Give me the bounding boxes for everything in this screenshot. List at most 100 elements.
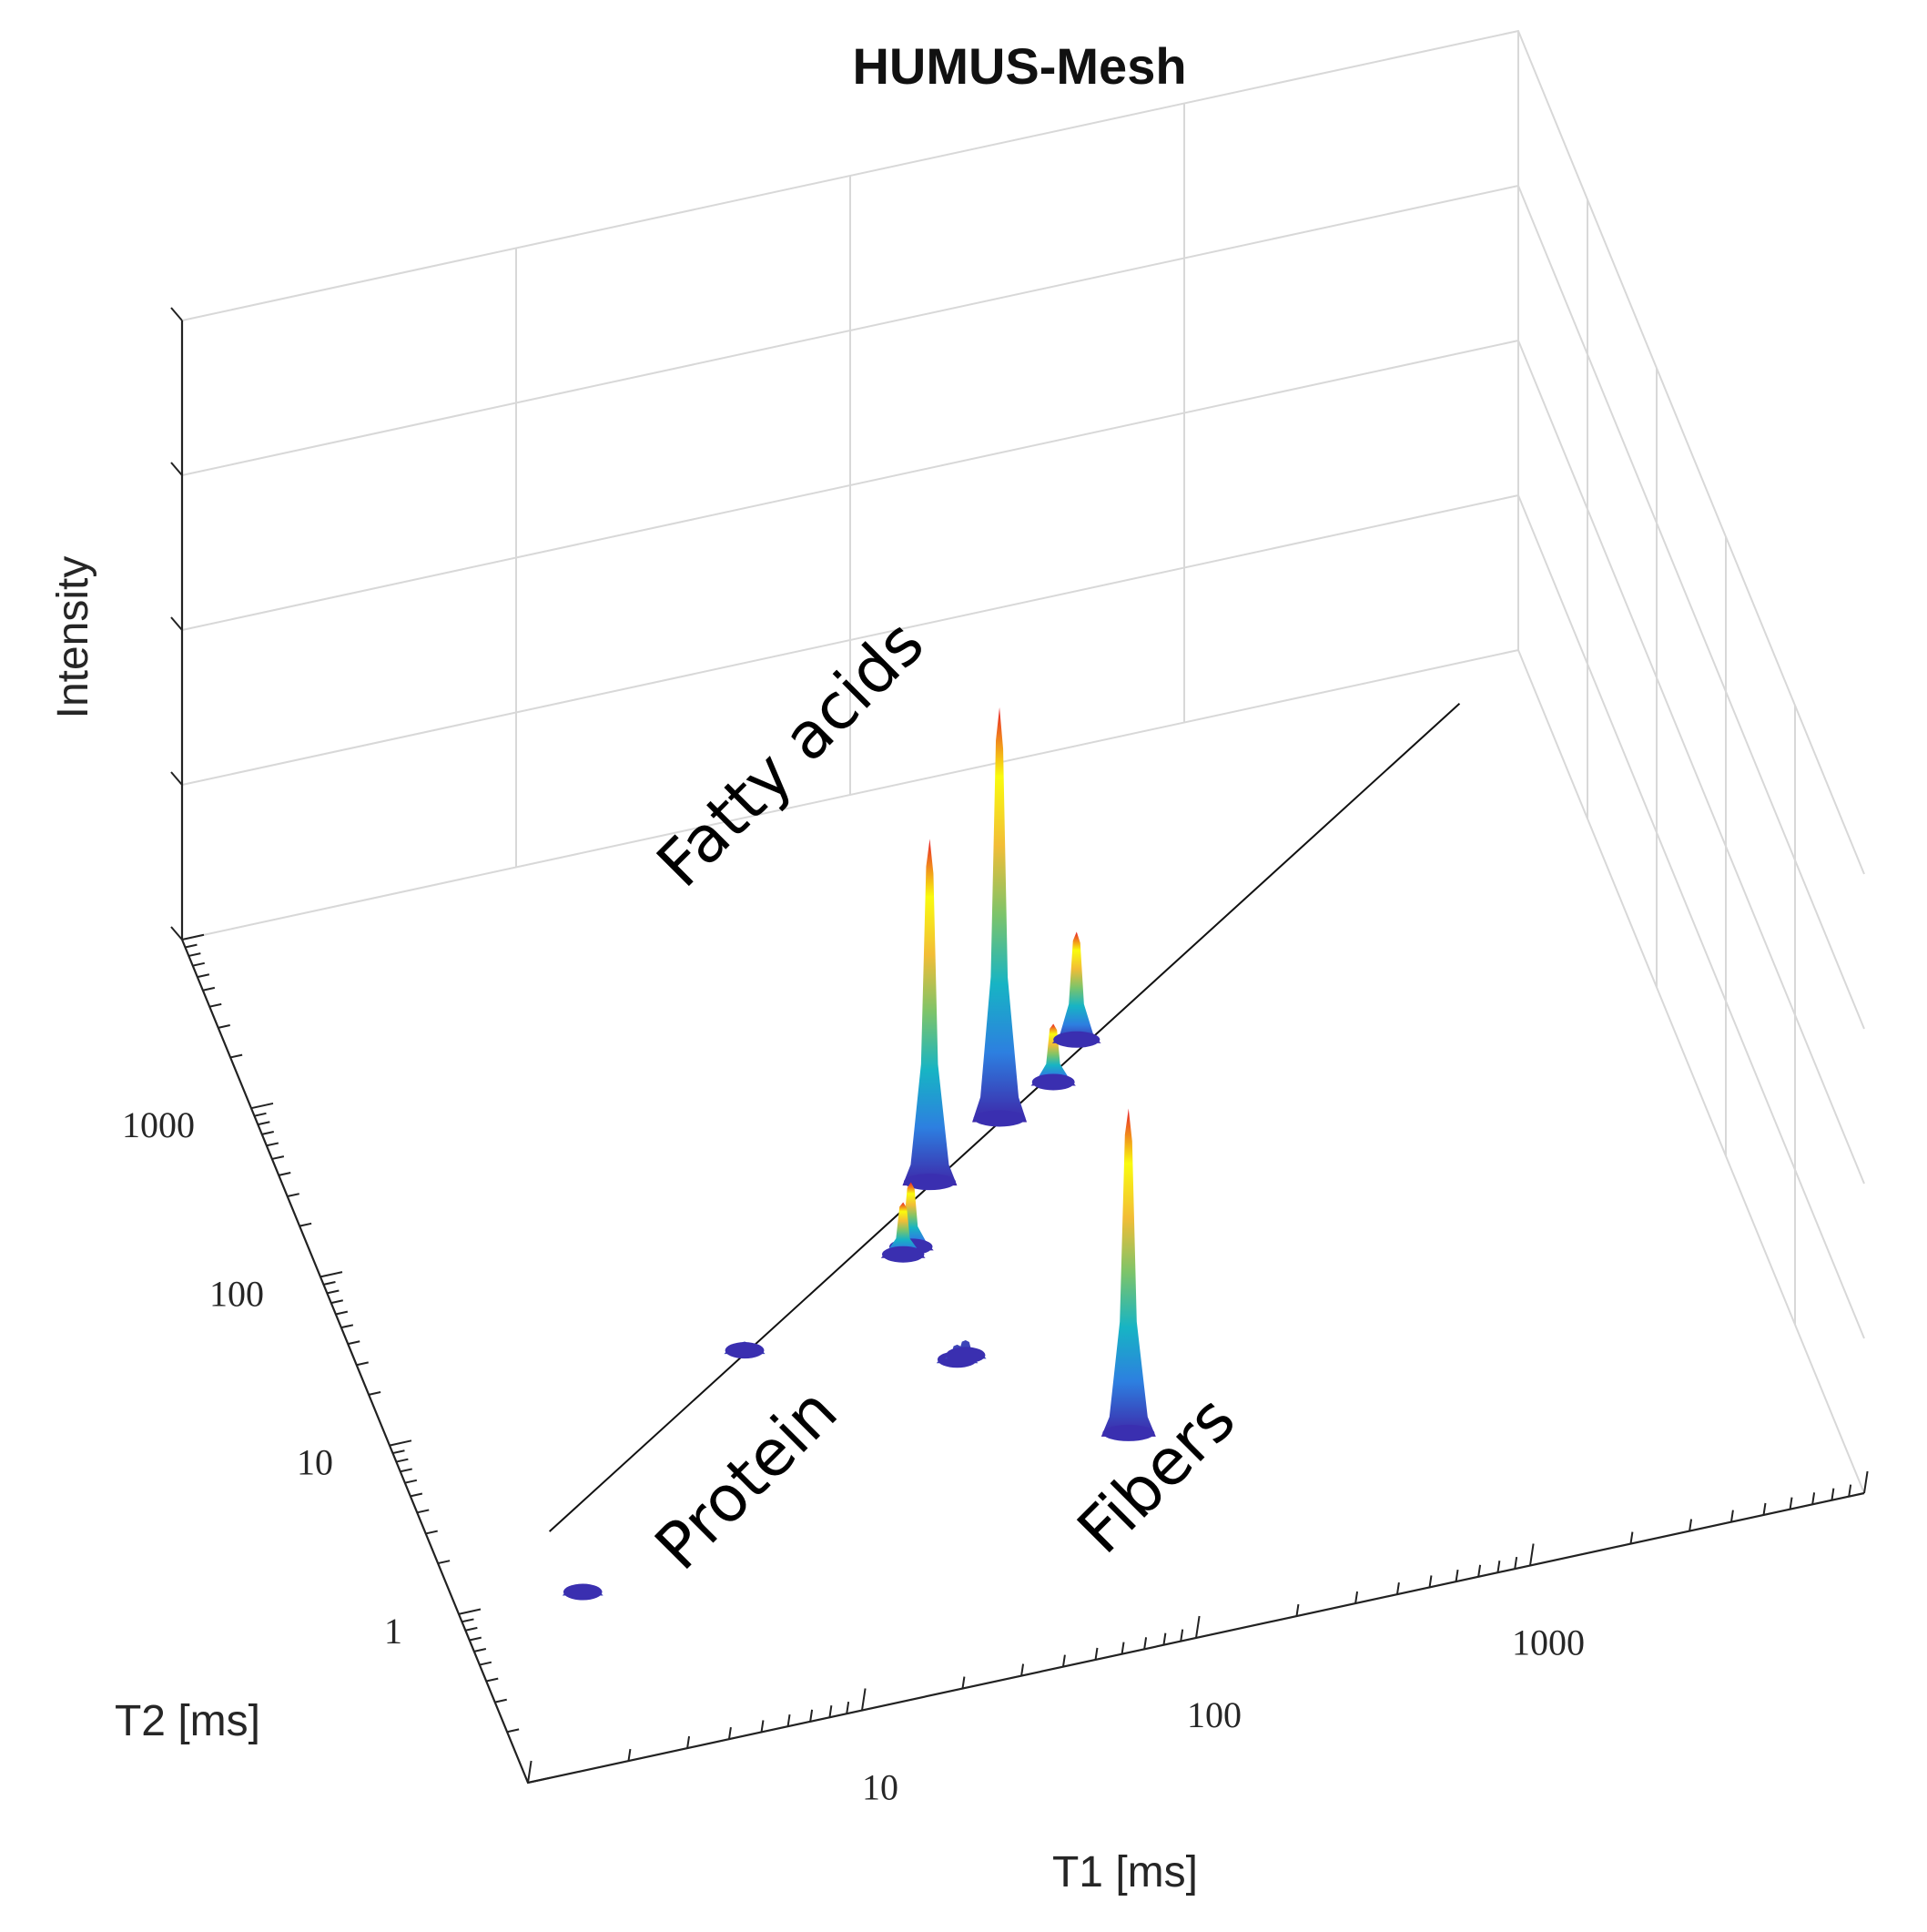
- peak-body: [1051, 931, 1101, 1043]
- peak-base: [946, 1347, 986, 1364]
- y-axis-tick: [404, 1479, 418, 1484]
- x-axis-tick: [1094, 1647, 1099, 1661]
- y-axis-tick: [368, 1391, 381, 1396]
- x-axis-tick: [1121, 1642, 1125, 1654]
- peak-base: [881, 1246, 925, 1263]
- y-axis-tick: [506, 1728, 520, 1734]
- y-axis-tick: [188, 952, 201, 957]
- peak: [724, 1341, 766, 1359]
- peak: [880, 1202, 926, 1263]
- peak-layer: [562, 707, 1156, 1601]
- z-axis-tick: [170, 771, 183, 786]
- y-axis-tick: [258, 1121, 270, 1126]
- peak-body: [880, 1202, 926, 1258]
- peak-base: [1102, 1424, 1155, 1441]
- y-axis-tick: [356, 1361, 369, 1367]
- peak: [972, 707, 1028, 1127]
- axis-layer: 1 10 100 1000 10 100 1000: [122, 307, 1869, 1808]
- x-axis-tick: [1831, 1488, 1835, 1500]
- peak-base: [1053, 1031, 1100, 1048]
- x-axis-tick: [1514, 1556, 1518, 1570]
- y-axis-tick: [486, 1677, 499, 1683]
- z-gridline: [181, 493, 1865, 1339]
- z-axis-tick: [170, 307, 183, 321]
- x-axis-tick: [1162, 1632, 1167, 1645]
- y-axis-tick: [327, 1289, 340, 1295]
- x-axis-tick: [1529, 1543, 1535, 1566]
- floor-back-edge: [181, 648, 1865, 1494]
- peak-base: [973, 1110, 1026, 1127]
- x-tick-label: 100: [1187, 1694, 1242, 1735]
- y-axis-tick: [437, 1560, 451, 1565]
- y-axis-tick: [197, 973, 210, 979]
- peak-body: [972, 707, 1028, 1123]
- x-axis-tick: [1762, 1502, 1767, 1516]
- y-axis-tick: [250, 1102, 274, 1110]
- x-axis-tick: [1863, 1470, 1869, 1494]
- peak-base: [563, 1583, 603, 1601]
- x-axis-tick: [786, 1713, 791, 1727]
- peak-body: [1100, 1108, 1156, 1437]
- y-axis-tick: [348, 1340, 360, 1346]
- y-axis-tick: [340, 1324, 354, 1329]
- y-axis-tick: [469, 1636, 482, 1642]
- x-axis-tick: [1455, 1569, 1459, 1582]
- x-axis-tick: [1395, 1581, 1400, 1595]
- y-tick-label: 10: [297, 1442, 333, 1483]
- z-axis-tick: [170, 926, 183, 941]
- z-gridline: [181, 339, 1865, 1185]
- peak-body: [902, 839, 958, 1186]
- peak: [1051, 931, 1101, 1048]
- y-axis-tick: [181, 933, 205, 941]
- y-tick-label: 1: [384, 1611, 402, 1652]
- y-axis-tick: [465, 1626, 478, 1632]
- y-axis-tick: [527, 1776, 551, 1784]
- y-axis-tick: [202, 986, 216, 991]
- y-tick-label: 1000: [122, 1104, 195, 1145]
- x-axis-tick: [1629, 1531, 1634, 1544]
- x-axis-tick: [1428, 1575, 1433, 1588]
- y-axis-tick: [330, 1299, 343, 1305]
- y-axis-tick: [287, 1193, 299, 1198]
- y-axis-tick: [396, 1458, 409, 1463]
- y-axis-tick: [473, 1648, 487, 1652]
- x-axis-tick: [809, 1709, 814, 1722]
- x-axis-tick: [846, 1701, 850, 1714]
- floor-axes: [180, 939, 1865, 1785]
- peak-base: [903, 1174, 956, 1191]
- x-axis-tick: [828, 1705, 833, 1718]
- y-axis-tick: [229, 1053, 243, 1059]
- x-axis-tick: [1496, 1561, 1501, 1573]
- x-axis-tick: [1061, 1654, 1066, 1667]
- z-axis-tick: [170, 462, 183, 476]
- x-tick-label: 1000: [1512, 1622, 1585, 1663]
- annotation-fatty-acids: Fatty acids: [643, 605, 938, 901]
- x-axis-tick: [727, 1726, 732, 1740]
- x-axis-tick: [1689, 1519, 1693, 1531]
- y-axis-tick: [335, 1310, 349, 1316]
- peak: [1030, 1023, 1076, 1091]
- y-axis-tick: [494, 1698, 507, 1703]
- y-axis-tick: [479, 1661, 492, 1666]
- annotation-protein: Protein: [641, 1374, 852, 1585]
- y-axis-tick: [389, 1439, 412, 1447]
- x-axis-tick: [627, 1748, 632, 1762]
- z-gridline: [181, 184, 1865, 1030]
- peak-body: [887, 1182, 934, 1251]
- peak-base: [725, 1342, 765, 1359]
- x-axis-tick: [961, 1676, 966, 1689]
- x-axis-tick: [1848, 1484, 1852, 1497]
- x-tick-label: 10: [862, 1767, 898, 1808]
- y-axis-tick: [425, 1530, 438, 1535]
- y-axis-tick: [271, 1155, 285, 1160]
- y-axis-label: T2 [ms]: [115, 1697, 260, 1745]
- y-axis-tick: [458, 1608, 482, 1615]
- x-axis-tick: [1020, 1663, 1025, 1676]
- y-axis-tick: [218, 1024, 230, 1029]
- peak-body: [1030, 1023, 1076, 1086]
- x-axis-tick: [1789, 1497, 1793, 1510]
- y-axis-tick: [400, 1468, 412, 1473]
- peak: [562, 1583, 603, 1601]
- y-axis-tick: [299, 1222, 312, 1227]
